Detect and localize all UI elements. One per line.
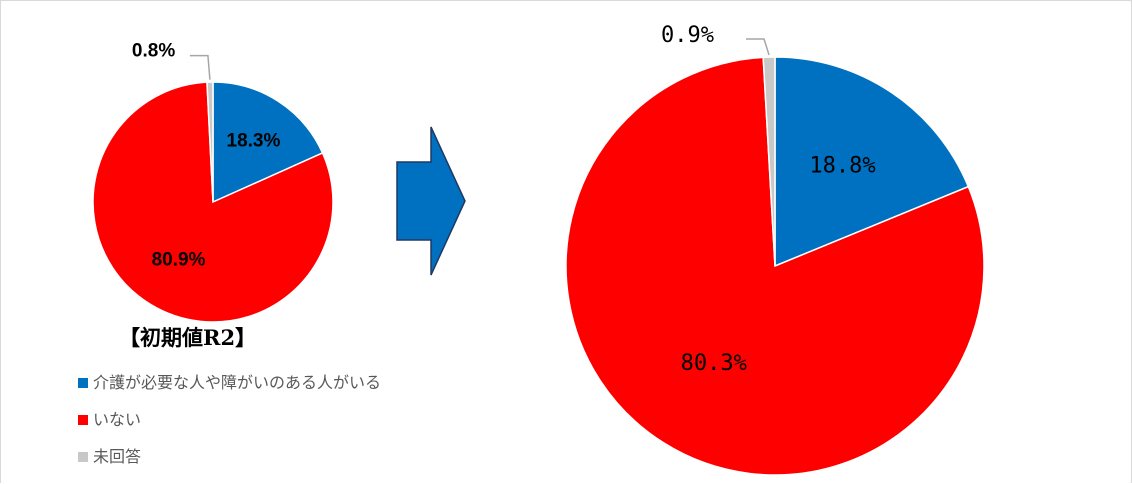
legend-swatch-no-answer — [78, 452, 88, 462]
data-label-small-care-needed: 18.3% — [227, 131, 281, 152]
legend-swatch-care-needed — [78, 378, 88, 388]
pie-slice-large-care-needed — [774, 56, 970, 268]
pie-slice-large-none — [565, 56, 985, 476]
data-label-small-no-answer: 0.8% — [132, 41, 175, 62]
legend-label-none: いない — [93, 410, 141, 429]
leader-line-large-no-answer — [746, 38, 770, 56]
pie-slice-small-no-answer — [206, 81, 214, 203]
chart-title: 【初期値R2】 — [119, 325, 256, 350]
data-label-small-none: 80.9% — [152, 249, 206, 270]
data-label-large-no-answer: 0.9% — [661, 23, 714, 48]
pie-chart-current: 18.8% 80.3% 0.9% — [565, 23, 985, 476]
legend-label-care-needed: 介護が必要な人や障がいのある人がいる — [93, 373, 381, 392]
pie-slice-small-care-needed — [212, 81, 324, 204]
pie-slice-large-no-answer — [762, 56, 776, 267]
data-label-large-none: 80.3% — [681, 351, 747, 376]
pie-chart-initial: 18.3% 80.9% 0.8% — [92, 41, 334, 323]
legend: 介護が必要な人や障がいのある人がいる いない 未回答 — [78, 373, 381, 466]
leader-line-small-no-answer — [189, 54, 211, 80]
pie-slice-small-none — [92, 81, 334, 323]
data-label-large-care-needed: 18.8% — [809, 153, 875, 178]
legend-label-no-answer: 未回答 — [93, 447, 141, 466]
legend-swatch-none — [78, 415, 88, 425]
right-arrow-icon — [396, 126, 466, 276]
